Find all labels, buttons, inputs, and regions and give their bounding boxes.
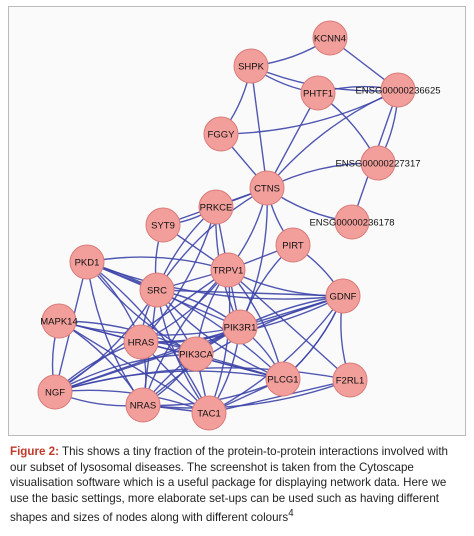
- node-label: PRKCE: [200, 203, 233, 214]
- node: PHTF1: [300, 75, 336, 111]
- edge: [156, 289, 344, 297]
- node-circle: [125, 387, 161, 423]
- node: SHPK: [233, 48, 269, 84]
- nodes: KCNN4 SHPK PHTF1 ENSG00000236625 FGGY ENSG000…: [37, 20, 441, 431]
- node-circle: [123, 324, 159, 360]
- node: ENSG00000227317: [335, 145, 421, 181]
- node-circle: [145, 207, 181, 243]
- node-circle: [325, 278, 361, 314]
- node-label: KCNN4: [314, 34, 346, 45]
- node: KCNN4: [312, 20, 348, 56]
- node: FGGY: [203, 116, 239, 152]
- edge: [142, 269, 229, 406]
- node-circle: [265, 361, 301, 397]
- node-circle: [41, 303, 77, 339]
- node-circle: [380, 72, 416, 108]
- node: HRAS: [123, 324, 159, 360]
- node-circle: [360, 145, 396, 181]
- edge: [86, 256, 229, 271]
- node: NRAS: [125, 387, 161, 423]
- node: PLCG1: [265, 361, 301, 397]
- node-label: PKD1: [75, 258, 100, 269]
- node: CTNS: [249, 170, 285, 206]
- node-circle: [191, 395, 227, 431]
- node: PIK3CA: [178, 336, 214, 372]
- node-label: PIK3R1: [224, 323, 257, 334]
- node-circle: [312, 20, 348, 56]
- node-label: GDNF: [330, 292, 357, 303]
- node-circle: [69, 244, 105, 280]
- node-label: SHPK: [238, 62, 265, 73]
- node-label: PHTF1: [303, 89, 333, 100]
- node-label: PLCG1: [267, 375, 298, 386]
- node-label: TAC1: [197, 409, 221, 420]
- node: PIRT: [275, 227, 311, 263]
- node: F2RL1: [332, 362, 368, 398]
- node-label: HRAS: [128, 338, 154, 349]
- node-circle: [139, 272, 175, 308]
- edge: [250, 65, 268, 189]
- node-circle: [334, 204, 370, 240]
- node: PIK3R1: [222, 309, 258, 345]
- caption-text: This shows a tiny fraction of the protei…: [10, 445, 448, 524]
- node-label: PIRT: [282, 241, 304, 252]
- node-label: NGF: [45, 388, 65, 399]
- edge: [86, 261, 210, 414]
- node-label: ENSG00000236178: [309, 218, 394, 229]
- edge: [220, 89, 399, 135]
- node-label: SRC: [147, 286, 167, 297]
- node: TAC1: [191, 395, 227, 431]
- network: KCNN4 SHPK PHTF1 ENSG00000236625 FGGY ENSG000…: [37, 20, 441, 431]
- reference: 4: [288, 508, 294, 519]
- node: GDNF: [325, 278, 361, 314]
- node-circle: [275, 227, 311, 263]
- node-circle: [210, 252, 246, 288]
- node-circle: [222, 309, 258, 345]
- node-circle: [203, 116, 239, 152]
- node: SRC: [139, 272, 175, 308]
- node-circle: [332, 362, 368, 398]
- edge: [156, 187, 268, 291]
- node: TRPV1: [210, 252, 246, 288]
- node-label: CTNS: [254, 184, 280, 195]
- node: PKD1: [69, 244, 105, 280]
- node-label: NRAS: [130, 401, 156, 412]
- node-label: PIK3CA: [179, 350, 213, 361]
- edge: [227, 269, 351, 381]
- node-label: SYT9: [151, 221, 175, 232]
- node: ENSG00000236625: [355, 72, 441, 108]
- edge: [142, 379, 351, 409]
- node-label: F2RL1: [336, 376, 365, 387]
- node-label: MAPK14: [40, 317, 78, 328]
- node: MAPK14: [40, 303, 78, 339]
- node-label: TRPV1: [213, 266, 244, 277]
- edge: [58, 320, 210, 414]
- node: SYT9: [145, 207, 181, 243]
- edge: [195, 295, 344, 355]
- node-circle: [178, 336, 214, 372]
- node-label: ENSG00000236625: [355, 86, 440, 97]
- node: PRKCE: [198, 189, 234, 225]
- caption: Figure 2: This shows a tiny fraction of …: [10, 444, 466, 525]
- node-circle: [249, 170, 285, 206]
- node-circle: [37, 374, 73, 410]
- node-circle: [198, 189, 234, 225]
- node-label: FGGY: [208, 130, 236, 141]
- edge: [140, 206, 217, 343]
- node-circle: [233, 48, 269, 84]
- figure-label: Figure 2:: [10, 445, 59, 458]
- node-label: ENSG00000227317: [335, 159, 420, 170]
- node: ENSG00000236178: [309, 204, 395, 240]
- node: NGF: [37, 374, 73, 410]
- node-circle: [300, 75, 336, 111]
